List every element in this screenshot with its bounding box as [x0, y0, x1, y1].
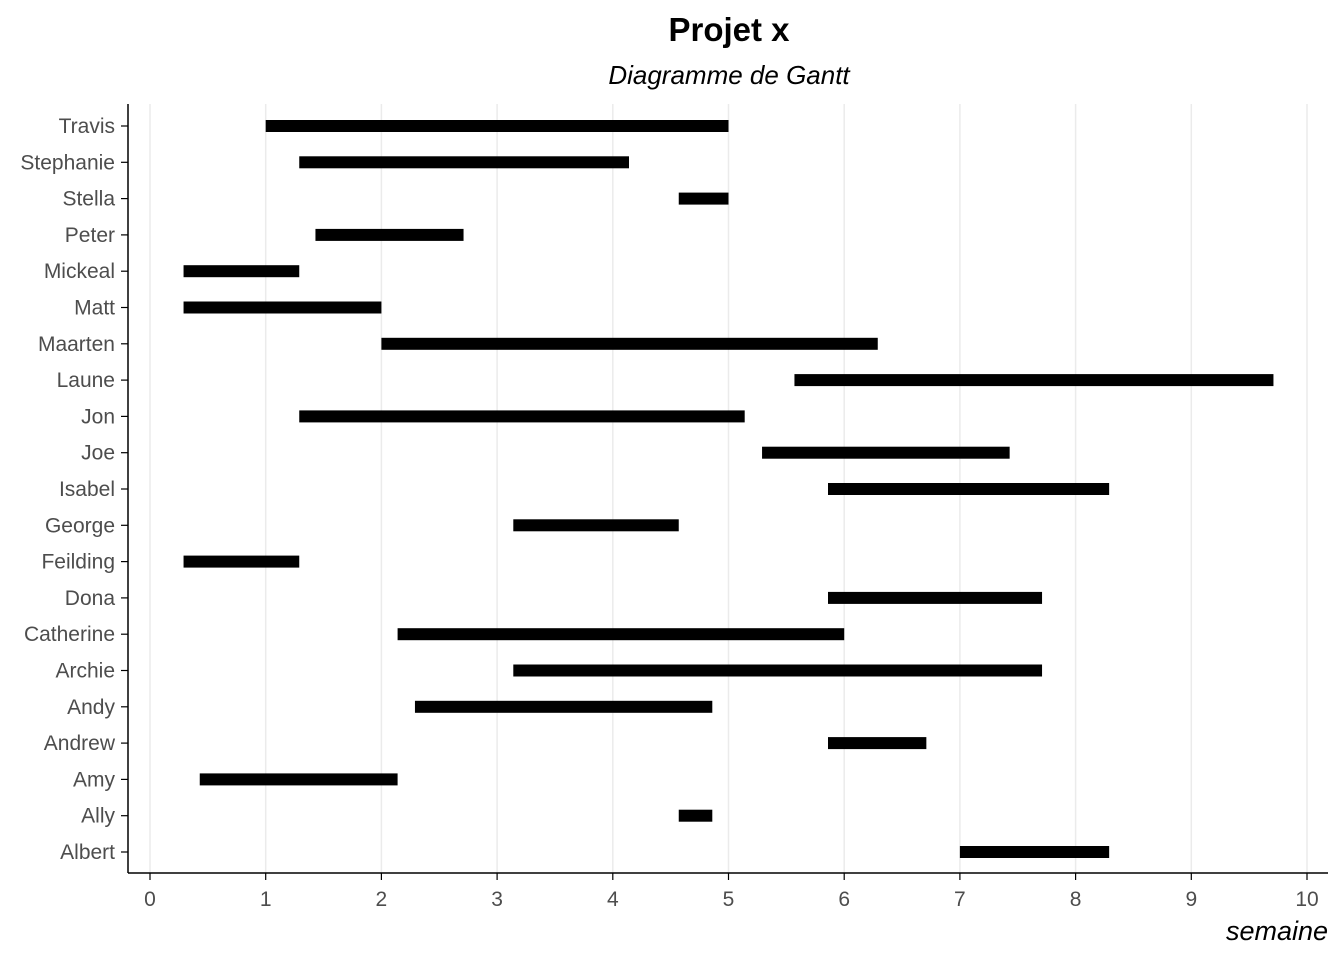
- x-tick-label: 4: [607, 888, 619, 911]
- x-tick-label: 5: [723, 888, 735, 911]
- y-tick-label: Dona: [65, 587, 116, 610]
- y-tick-label: George: [45, 514, 115, 537]
- gantt-bar: [828, 483, 1110, 495]
- x-tick-label: 6: [838, 888, 850, 911]
- gantt-bar: [794, 374, 1274, 387]
- y-tick-label: Feilding: [41, 551, 115, 574]
- x-axis-labels: 0 1 2 3 4 5 6 7 8 9 10: [144, 888, 1319, 911]
- gantt-bar: [299, 410, 745, 423]
- y-tick-label: Jon: [81, 405, 115, 428]
- gantt-bar: [678, 809, 713, 822]
- gantt-bar: [678, 192, 729, 205]
- bars: [183, 120, 1274, 858]
- y-tick-label: Andy: [67, 696, 115, 719]
- x-tick-label: 0: [144, 888, 156, 911]
- gantt-bar: [183, 555, 300, 568]
- y-tick-label: Travis: [59, 115, 115, 138]
- gantt-bar: [381, 337, 878, 350]
- grid-lines: [149, 104, 1308, 880]
- gantt-bar: [265, 120, 729, 132]
- x-tick-label: 1: [260, 888, 272, 911]
- y-tick-label: Mickeal: [44, 260, 115, 283]
- gantt-bar: [299, 156, 629, 169]
- y-tick-label: Joe: [81, 442, 115, 465]
- y-tick-label: Laune: [57, 369, 115, 392]
- y-tick-label: Stephanie: [20, 151, 115, 174]
- gantt-bar: [414, 700, 713, 713]
- x-tick-label: 8: [1070, 888, 1082, 911]
- x-tick-label: 2: [376, 888, 388, 911]
- x-tick-label: 3: [491, 888, 503, 911]
- gantt-bar: [199, 773, 398, 786]
- gantt-bar: [315, 228, 464, 241]
- gantt-bar: [828, 591, 1043, 604]
- y-axis-labels: Travis Stephanie Stella Peter Mickeal Matt Maa…: [20, 115, 128, 864]
- y-tick-label: Archie: [55, 660, 115, 683]
- x-tick-label: 9: [1185, 888, 1197, 911]
- y-tick-label: Ally: [81, 805, 115, 828]
- gantt-bar: [513, 664, 1043, 677]
- gantt-bar: [762, 446, 1010, 459]
- gantt-bar: [959, 846, 1110, 858]
- chart-subtitle: Diagramme de Gantt: [608, 60, 851, 90]
- y-tick-label: Peter: [65, 224, 115, 247]
- x-axis-title: semaine: [1226, 916, 1328, 946]
- gantt-bar: [183, 301, 382, 314]
- y-tick-label: Matt: [74, 297, 115, 320]
- y-tick-label: Maarten: [38, 333, 115, 356]
- gantt-bar: [828, 737, 927, 750]
- y-tick-label: Catherine: [24, 623, 115, 646]
- gantt-bar: [513, 519, 679, 532]
- x-tick-label: 10: [1295, 888, 1318, 911]
- y-tick-label: Amy: [73, 768, 116, 791]
- y-tick-label: Andrew: [44, 732, 116, 755]
- y-tick-label: Stella: [62, 188, 115, 211]
- y-tick-label: Isabel: [59, 478, 115, 501]
- x-tick-label: 7: [954, 888, 966, 911]
- gantt-bar: [183, 265, 300, 278]
- gantt-bar: [397, 628, 845, 641]
- y-tick-label: Albert: [60, 841, 115, 864]
- chart-title: Projet x: [668, 11, 790, 48]
